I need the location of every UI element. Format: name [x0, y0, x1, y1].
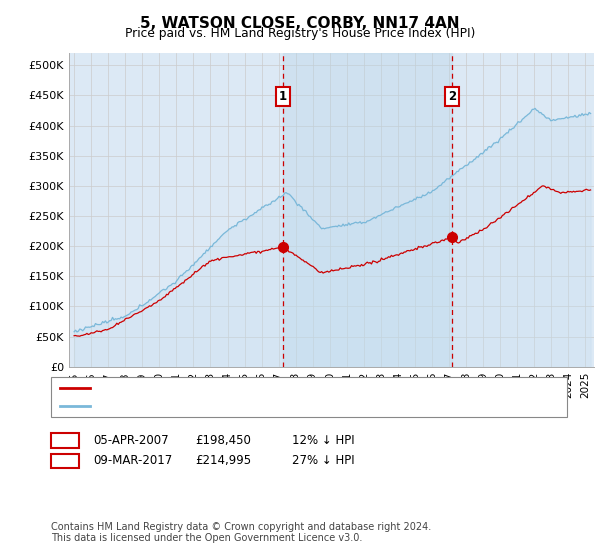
Text: 5, WATSON CLOSE, CORBY, NN17 4AN: 5, WATSON CLOSE, CORBY, NN17 4AN: [140, 16, 460, 31]
Text: 1: 1: [279, 90, 287, 103]
Text: Contains HM Land Registry data © Crown copyright and database right 2024.
This d: Contains HM Land Registry data © Crown c…: [51, 521, 431, 543]
Text: Price paid vs. HM Land Registry's House Price Index (HPI): Price paid vs. HM Land Registry's House …: [125, 27, 475, 40]
Text: 2: 2: [448, 90, 456, 103]
Text: 5, WATSON CLOSE, CORBY, NN17 4AN (detached house): 5, WATSON CLOSE, CORBY, NN17 4AN (detach…: [94, 383, 408, 393]
Text: 05-APR-2007: 05-APR-2007: [94, 434, 169, 447]
Text: 12% ↓ HPI: 12% ↓ HPI: [292, 434, 354, 447]
Text: £198,450: £198,450: [196, 434, 251, 447]
Text: 1: 1: [61, 434, 69, 447]
Text: HPI: Average price, detached house, North Northamptonshire: HPI: Average price, detached house, Nort…: [94, 401, 437, 411]
Bar: [283, 53, 452, 367]
Text: 2: 2: [61, 454, 69, 468]
Text: £214,995: £214,995: [196, 454, 252, 468]
Text: 09-MAR-2017: 09-MAR-2017: [94, 454, 173, 468]
Text: 27% ↓ HPI: 27% ↓ HPI: [292, 454, 354, 468]
